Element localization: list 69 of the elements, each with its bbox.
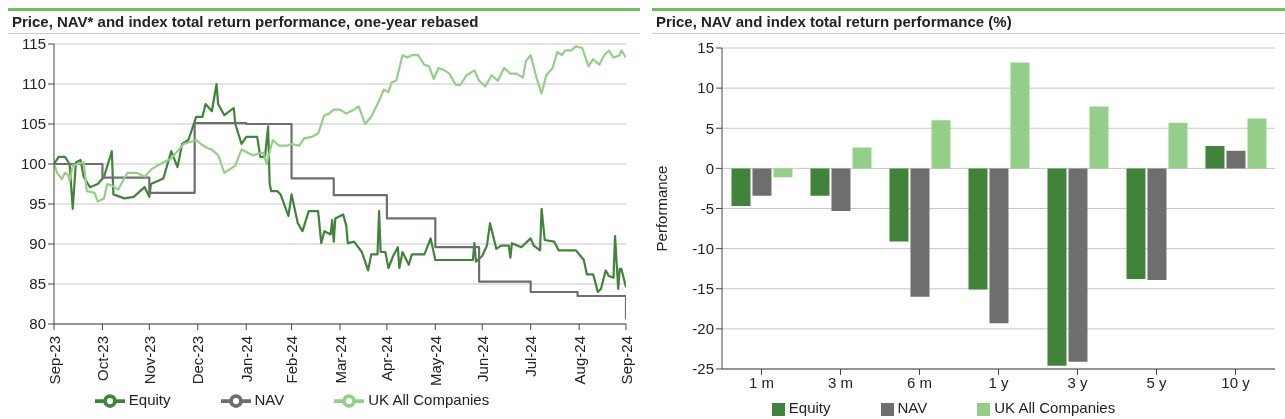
x-tick-label: 6 m xyxy=(906,373,933,391)
legend-label: UK All Companies xyxy=(994,399,1116,416)
y-tick-label: -10 xyxy=(692,239,714,257)
y-tick-label: -20 xyxy=(692,320,714,338)
bar xyxy=(852,147,872,169)
x-tick-label: Sep-23 xyxy=(45,336,63,385)
x-tick-label: Aug-24 xyxy=(570,336,588,385)
bar xyxy=(989,168,1009,324)
bar xyxy=(1010,62,1030,169)
bar xyxy=(752,168,772,196)
line-series xyxy=(54,45,626,203)
bar xyxy=(910,168,930,297)
x-tick-label: Jul-24 xyxy=(522,336,540,377)
bar xyxy=(810,168,830,196)
legend-label: UK All Companies xyxy=(368,390,490,408)
x-tick-label: 1 y xyxy=(988,373,1009,391)
y-tick-label: 80 xyxy=(29,315,46,333)
x-tick-label: Jun-24 xyxy=(473,336,491,382)
x-tick-label: 3 y xyxy=(1067,373,1088,391)
legend-label: Equity xyxy=(128,390,171,408)
y-tick-label: 10 xyxy=(697,79,714,97)
y-tick-label: -5 xyxy=(700,199,714,217)
line-series xyxy=(54,82,626,294)
bar xyxy=(831,168,851,211)
y-tick-label: 110 xyxy=(22,75,46,93)
bar xyxy=(731,168,751,207)
x-tick-label: May-24 xyxy=(426,336,444,387)
x-tick-label: Oct-23 xyxy=(93,336,111,382)
legend-label: Equity xyxy=(788,399,831,416)
legend-label: NAV xyxy=(897,399,928,416)
y-tick-label: 100 xyxy=(20,155,46,173)
bar xyxy=(1168,122,1188,169)
chart-title: Price, NAV* and index total return performance, one-year rebased xyxy=(8,8,640,34)
y-tick-label: 85 xyxy=(29,275,46,293)
bar xyxy=(889,168,909,242)
bar xyxy=(968,168,988,290)
x-tick-label: Apr-24 xyxy=(378,336,396,382)
x-tick-label: Jan-24 xyxy=(237,336,255,382)
bar xyxy=(773,168,793,178)
y-axis-title: Performance xyxy=(653,165,671,252)
x-tick-label: 5 y xyxy=(1146,373,1167,391)
y-tick-label: 5 xyxy=(705,119,714,137)
bar xyxy=(1047,168,1067,366)
x-tick-label: 10 y xyxy=(1221,373,1251,391)
y-tick-label: 15 xyxy=(697,39,714,57)
bar xyxy=(1126,168,1146,280)
y-tick-label: 95 xyxy=(29,195,46,213)
legend-label: NAV xyxy=(254,390,285,408)
x-tick-label: 3 m xyxy=(827,373,854,391)
y-tick-label: 0 xyxy=(705,159,714,177)
bar xyxy=(1147,168,1167,280)
x-tick-label: Mar-24 xyxy=(331,336,349,384)
bar xyxy=(931,120,951,169)
bar xyxy=(1068,168,1088,362)
y-tick-label: 105 xyxy=(20,115,46,133)
y-tick-label: 115 xyxy=(22,35,46,53)
chart-title: Price, NAV and index total return performance (%) xyxy=(652,8,1285,34)
bar xyxy=(1247,118,1267,169)
bar xyxy=(1226,150,1246,169)
y-tick-label: -15 xyxy=(692,280,714,298)
bar xyxy=(1089,106,1109,169)
x-tick-label: 1 m xyxy=(748,373,775,391)
y-tick-label: 90 xyxy=(29,235,46,253)
y-tick-label: -25 xyxy=(692,360,714,378)
bar xyxy=(1205,145,1225,169)
x-tick-label: Feb-24 xyxy=(283,336,301,384)
x-tick-label: Nov-23 xyxy=(140,336,158,385)
x-tick-label: Sep-24 xyxy=(617,336,635,385)
x-tick-label: Dec-23 xyxy=(189,336,207,385)
